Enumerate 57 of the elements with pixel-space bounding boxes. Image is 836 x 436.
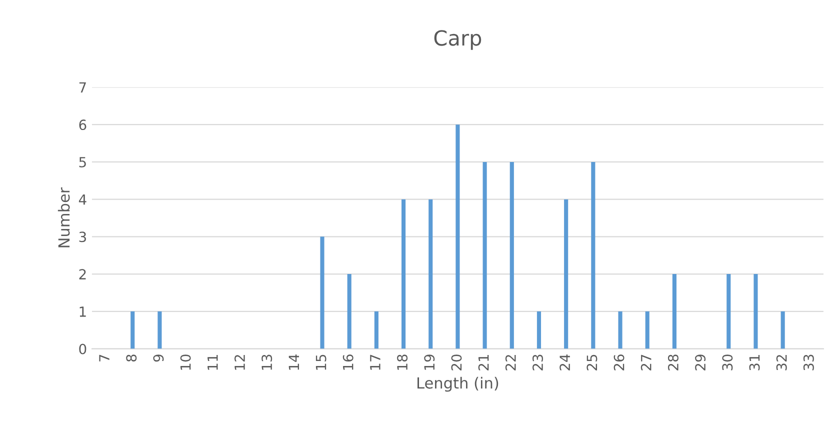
x-tick-label: 30 [722, 354, 733, 370]
y-tick-label: 6 [79, 120, 86, 130]
bar [672, 274, 676, 349]
y-axis-title: Number [58, 187, 70, 248]
bar [754, 274, 758, 349]
bar [320, 236, 324, 349]
bar [347, 274, 352, 349]
x-tick-label: 23 [532, 354, 544, 370]
bar [726, 274, 731, 349]
x-axis-title: Length (in) [418, 376, 498, 392]
chart-title: Carp [434, 30, 482, 50]
x-tick-label: 12 [234, 355, 245, 370]
y-tick-label: 7 [79, 82, 86, 92]
bar [536, 311, 542, 349]
bar [564, 199, 568, 349]
bar [401, 199, 406, 349]
y-tick-label: 0 [79, 344, 86, 354]
x-tick-label: 9 [153, 354, 164, 362]
y-tick-label: 3 [79, 232, 86, 242]
x-tick-label: 27 [640, 354, 652, 370]
x-tick-label: 22 [505, 355, 516, 370]
x-tick-label: 26 [614, 354, 624, 370]
x-tick-label: 8 [126, 354, 137, 362]
y-tick-label: 2 [79, 269, 86, 280]
x-tick-label: 13 [262, 354, 272, 370]
bar [645, 311, 650, 349]
bar [428, 199, 433, 349]
x-tick-label: 32 [776, 355, 787, 370]
x-tick-label: 33 [803, 354, 814, 370]
x-tick-label: 25 [586, 354, 598, 370]
x-tick-label: 19 [424, 354, 435, 370]
bar [510, 162, 514, 349]
bar [374, 311, 378, 349]
x-tick-label: 15 [316, 354, 326, 370]
x-tick-label: 21 [478, 354, 489, 370]
bar [591, 162, 596, 349]
x-tick-label: 17 [370, 354, 380, 370]
x-tick-label: 7 [99, 354, 110, 362]
x-tick-label: 29 [695, 354, 706, 370]
x-tick-label: 16 [342, 354, 354, 370]
x-tick-label: 24 [560, 354, 570, 370]
y-tick-label: 1 [80, 306, 86, 317]
bar [158, 311, 162, 349]
bar [482, 162, 487, 349]
x-tick-label: 11 [208, 354, 218, 370]
x-tick-label: 31 [749, 354, 760, 370]
bar [780, 311, 785, 349]
x-tick-label: 20 [451, 354, 462, 370]
bar [130, 311, 135, 349]
x-tick-label: 14 [288, 354, 299, 370]
y-tick-label: 5 [79, 157, 86, 168]
bar [618, 311, 622, 349]
x-tick-label: 28 [668, 354, 678, 370]
bar [456, 124, 460, 349]
y-tick-label: 4 [78, 194, 86, 205]
x-tick-label: 18 [397, 354, 408, 370]
x-tick-label: 10 [180, 354, 191, 370]
